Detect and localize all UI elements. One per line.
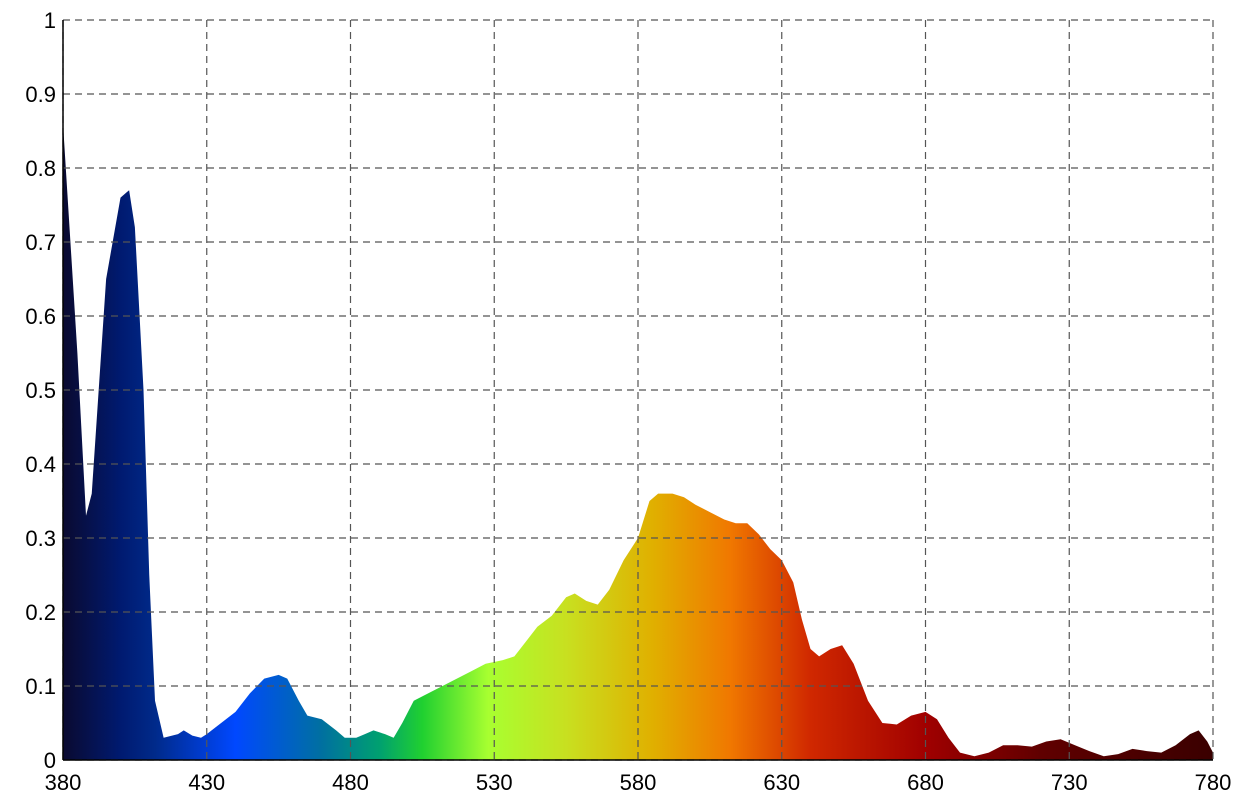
x-tick-label: 580 — [620, 770, 657, 795]
x-tick-label: 380 — [45, 770, 82, 795]
x-tick-label: 430 — [188, 770, 225, 795]
x-tick-label: 530 — [476, 770, 513, 795]
x-tick-label: 780 — [1195, 770, 1232, 795]
y-tick-label: 0.6 — [25, 304, 56, 329]
y-tick-label: 0.7 — [25, 230, 56, 255]
y-tick-label: 0.9 — [25, 82, 56, 107]
x-tick-label: 480 — [332, 770, 369, 795]
y-tick-label: 1 — [44, 8, 56, 33]
y-tick-label: 0.4 — [25, 452, 56, 477]
y-tick-label: 0.1 — [25, 674, 56, 699]
x-tick-label: 680 — [907, 770, 944, 795]
y-tick-label: 0 — [44, 748, 56, 773]
x-tick-label: 730 — [1051, 770, 1088, 795]
y-tick-label: 0.8 — [25, 156, 56, 181]
y-tick-label: 0.2 — [25, 600, 56, 625]
x-tick-label: 630 — [763, 770, 800, 795]
y-tick-label: 0.5 — [25, 378, 56, 403]
y-tick-label: 0.3 — [25, 526, 56, 551]
